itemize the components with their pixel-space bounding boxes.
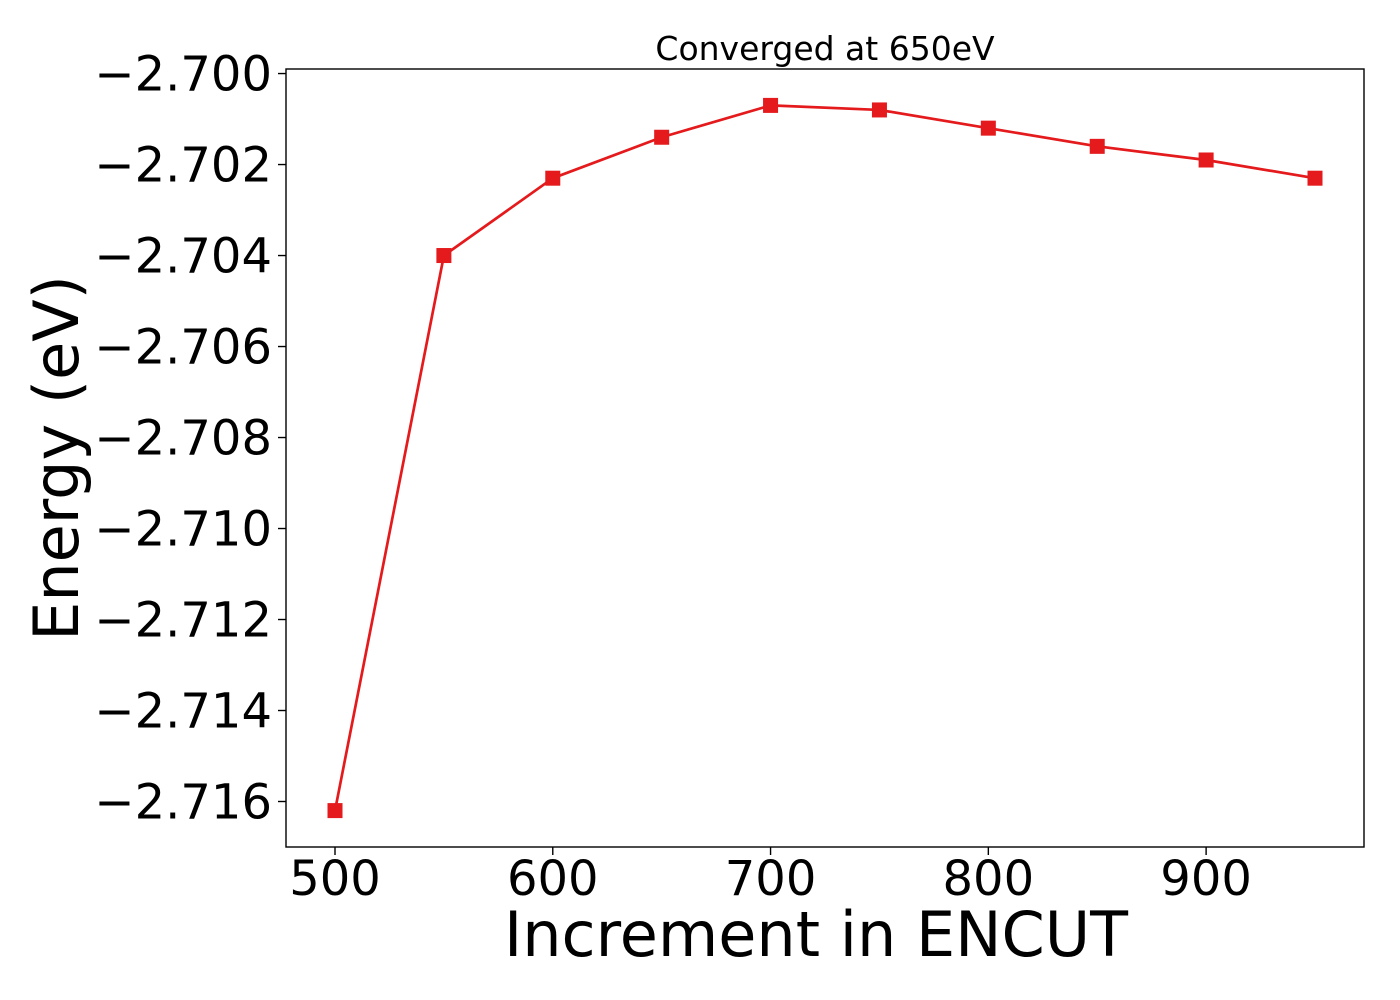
- x-tick-label: 800: [943, 851, 1035, 907]
- y-tick-label: −2.716: [94, 775, 272, 831]
- x-axis-ticks: 500 600 700 800 900: [289, 847, 1252, 907]
- y-tick-label: −2.714: [94, 684, 272, 740]
- x-axis-title: Increment in ENCUT: [504, 898, 1129, 971]
- y-axis-title: Energy (eV): [20, 275, 93, 641]
- series-point: [654, 129, 670, 145]
- series-layer: [327, 97, 1323, 819]
- y-tick-label: −2.706: [94, 320, 272, 376]
- series-point: [545, 170, 561, 186]
- series-point: [980, 120, 996, 136]
- y-tick-label: −2.704: [94, 229, 272, 285]
- x-tick-label: 600: [507, 851, 599, 907]
- y-tick-label: −2.702: [94, 138, 272, 194]
- y-tick-label: −2.712: [94, 593, 272, 649]
- series-point: [436, 248, 452, 264]
- y-tick-label: −2.708: [94, 411, 272, 467]
- x-tick-label: 900: [1160, 851, 1252, 907]
- y-tick-label: −2.700: [94, 47, 272, 103]
- x-tick-label: 700: [725, 851, 817, 907]
- plot-area-frame: [285, 68, 1365, 848]
- series-point: [1198, 152, 1214, 168]
- series-point: [871, 102, 887, 118]
- series-line: [333, 104, 1316, 811]
- y-axis-ticks: −2.700 −2.702 −2.704 −2.706 −2.708 −2.710 −2.7…: [94, 47, 286, 831]
- series-point: [1307, 170, 1323, 186]
- x-tick-label: 500: [289, 851, 381, 907]
- series-point: [763, 97, 779, 113]
- chart-title: Converged at 650eV: [655, 29, 995, 68]
- series-point: [1089, 138, 1105, 154]
- series-point: [327, 803, 343, 819]
- y-tick-label: −2.710: [94, 502, 272, 558]
